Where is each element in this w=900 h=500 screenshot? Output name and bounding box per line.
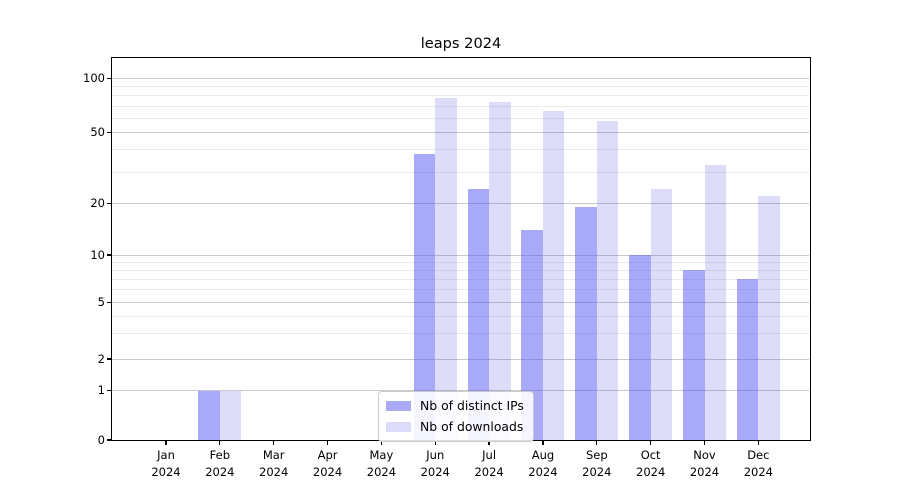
x-tick-label: Mar 2024 [259, 448, 289, 479]
x-tick-mark [219, 440, 221, 445]
bar-downloads-11 [758, 195, 780, 440]
bar-distinct-ips-10 [683, 270, 705, 440]
bar-distinct-ips-9 [629, 255, 651, 440]
y-tick-label: 2 [97, 351, 105, 366]
x-tick-mark [703, 440, 706, 445]
y-tick-label: 1 [97, 383, 105, 398]
major-gridline [112, 202, 809, 204]
y-tick-label: 50 [90, 125, 105, 140]
legend-entry: Nb of distinct IPs [386, 397, 524, 414]
bar-downloads-5 [435, 97, 457, 440]
x-tick-label: Apr 2024 [312, 448, 343, 479]
major-gridline [112, 254, 809, 256]
major-gridline [112, 301, 809, 303]
x-tick-label: Jan 2024 [151, 448, 181, 479]
x-tick-mark [596, 440, 598, 445]
minor-gridline [112, 149, 809, 151]
x-tick-label: Aug 2024 [528, 448, 558, 479]
y-tick-mark [107, 132, 112, 134]
major-gridline [112, 132, 809, 134]
x-tick-label: Nov 2024 [689, 448, 720, 479]
x-tick-label: Jun 2024 [420, 448, 450, 479]
minor-gridline [112, 171, 809, 173]
major-gridline [112, 390, 809, 392]
x-tick-label: Oct 2024 [636, 448, 666, 479]
bar-downloads-9 [650, 189, 673, 440]
legend: Nb of distinct IPs Nb of downloads [378, 391, 534, 442]
y-tick-mark [107, 390, 112, 392]
y-tick-label: 20 [90, 195, 105, 210]
x-tick-mark [488, 440, 490, 445]
bar-distinct-ips-11 [736, 279, 759, 440]
y-tick-label: 5 [97, 294, 105, 309]
x-tick-mark [650, 440, 652, 445]
minor-gridline [112, 333, 809, 335]
bar-downloads-8 [596, 121, 619, 440]
bar-distinct-ips-5 [413, 153, 436, 440]
bar-distinct-ips-6 [467, 189, 490, 440]
y-tick-mark [107, 358, 112, 360]
legend-entry: Nb of downloads [386, 418, 524, 435]
minor-gridline [112, 261, 809, 263]
x-tick-mark [434, 440, 436, 445]
legend-label: Nb of distinct IPs [420, 398, 524, 413]
bar-downloads-10 [704, 164, 726, 440]
major-gridline [112, 77, 809, 79]
y-tick-mark [107, 439, 112, 441]
legend-swatch-icon [386, 421, 411, 432]
y-tick-label: 10 [90, 247, 105, 262]
x-tick-label: Feb 2024 [205, 448, 235, 479]
legend-swatch-icon [386, 400, 411, 411]
bar-downloads-7 [542, 110, 565, 440]
chart-title: leaps 2024 [420, 35, 502, 52]
x-tick-mark [542, 440, 544, 445]
minor-gridline [112, 95, 809, 97]
minor-gridline [112, 269, 809, 271]
x-tick-label: Dec 2024 [743, 448, 773, 479]
y-tick-mark [107, 202, 112, 204]
y-tick-mark [107, 301, 112, 303]
x-tick-mark [326, 440, 329, 445]
bar-downloads-6 [489, 101, 511, 440]
x-tick-mark [165, 440, 167, 445]
x-tick-label: Jul 2024 [474, 448, 504, 479]
minor-gridline [112, 86, 809, 88]
minor-gridline [112, 117, 809, 119]
x-tick-label: Sep 2024 [582, 448, 612, 479]
minor-gridline [112, 105, 809, 107]
x-tick-label: May 2024 [366, 448, 397, 479]
x-tick-mark [273, 440, 275, 445]
bar-downloads-1 [219, 390, 242, 440]
y-tick-mark [107, 77, 112, 79]
bar-distinct-ips-7 [521, 229, 543, 440]
x-tick-mark [380, 440, 383, 445]
x-tick-mark [757, 440, 759, 445]
major-gridline [112, 358, 809, 360]
bar-distinct-ips-8 [575, 207, 597, 440]
y-tick-label: 100 [83, 70, 105, 85]
y-tick-label: 0 [97, 432, 105, 447]
minor-gridline [112, 289, 809, 291]
legend-label: Nb of downloads [420, 419, 524, 434]
y-tick-mark [107, 254, 112, 256]
minor-gridline [112, 278, 809, 280]
minor-gridline [112, 315, 809, 317]
bar-distinct-ips-1 [198, 390, 220, 440]
